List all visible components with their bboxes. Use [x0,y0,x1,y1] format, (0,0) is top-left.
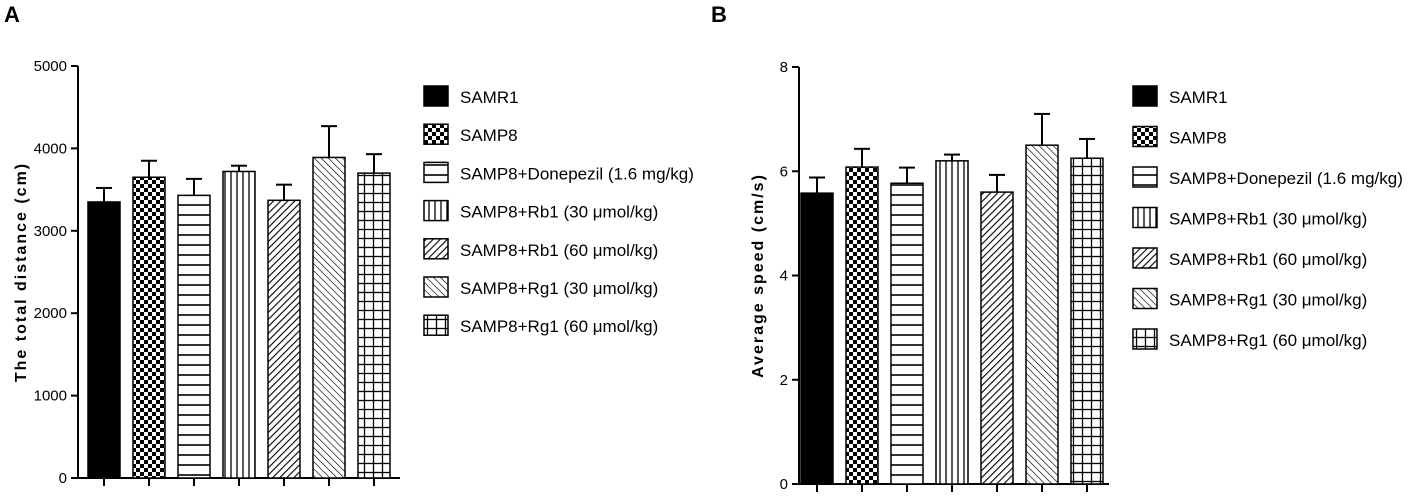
bar-samp8-rg1-60-mol-kg [357,172,391,479]
legend-swatch [423,161,449,184]
legend-item-samp8-rg1-30-mol-kg: SAMP8+Rg1 (30 μmol/kg) [423,276,658,298]
bar-samp8-donepezil-1-6-mg-kg [890,182,924,485]
bar-samp8-donepezil-1-6-mg-kg [177,194,211,479]
legend-label: SAMP8+Rb1 (30 μmol/kg) [1169,210,1367,229]
legend-swatch [1132,206,1158,229]
legend-swatch [423,276,449,298]
legend-item-samp8-rb1-60-mol-kg: SAMP8+Rb1 (60 μmol/kg) [1132,247,1367,269]
legend-swatch [1132,125,1158,148]
bar-samp8-rb1-30-mol-kg [222,170,256,479]
legend-swatch [423,85,449,107]
bar-samp8-rb1-60-mol-kg [980,191,1014,485]
y-tick-label: 8 [780,59,788,76]
legend-label: SAMP8 [1169,129,1227,148]
bar-samp8 [845,166,879,485]
y-tick-label: 3000 [34,223,67,240]
legend-item-samp8: SAMP8 [1132,125,1227,148]
bar-samp8-rg1-30-mol-kg [1025,144,1059,485]
legend-swatch [423,199,449,222]
y-tick-label: 1000 [34,388,67,405]
legend-swatch [1132,328,1158,350]
bar-samp8-rg1-60-mol-kg [1070,157,1104,485]
legend-item-samp8-rb1-30-mol-kg: SAMP8+Rb1 (30 μmol/kg) [1132,206,1367,229]
y-tick-label: 6 [780,163,788,180]
legend-label: SAMP8+Donepezil (1.6 mg/kg) [460,164,694,183]
bar-samp8-rb1-30-mol-kg [935,160,969,485]
legend-label: SAMP8+Rb1 (60 μmol/kg) [460,241,658,260]
panel-letter-a: A [4,2,20,27]
chart-panel-b: B 0 2 4 6 8 Average speed (cm/s) SAMR1 SAMP8 SAM… [709,0,1419,502]
panel-letter-b: B [711,2,727,27]
legend-swatch [423,314,449,336]
legend-label: SAMP8 [460,126,518,145]
y-tick-label: 0 [59,470,67,487]
y-axis-title: Average speed (cm/s) [750,173,767,378]
chart-b-svg: 0 2 4 6 8 Average speed (cm/s) SAMR1 SAMP8 SAMP8… [750,59,1403,493]
legend-label: SAMP8+Rg1 (60 μmol/kg) [1169,331,1367,350]
legend-swatch [1132,287,1158,310]
legend-label: SAMP8+Rb1 (30 μmol/kg) [460,203,658,222]
legend-swatch [423,123,449,145]
legend-item-samr1: SAMR1 [423,85,519,107]
y-axis-title: The total distance (cm) [13,162,30,382]
bar-samp8-rb1-60-mol-kg [267,199,301,479]
legend-label: SAMP8+Rg1 (60 μmol/kg) [460,317,658,336]
legend-label: SAMR1 [1169,88,1228,107]
legend-item-samp8-rg1-30-mol-kg: SAMP8+Rg1 (30 μmol/kg) [1132,287,1367,310]
legend-label: SAMP8+Rb1 (60 μmol/kg) [1169,250,1367,269]
y-tick-label: 4 [780,268,788,285]
legend-item-samp8-donepezil-1-6-mg-kg: SAMP8+Donepezil (1.6 mg/kg) [1132,166,1403,188]
legend-swatch [1132,85,1158,107]
y-tick-label: 2000 [34,305,67,322]
chart-panel-a: A 0 1000 2000 3000 4000 5000 The total distanc… [0,0,709,502]
chart-a-svg: 0 1000 2000 3000 4000 5000 The total distance … [13,58,694,487]
bar-samr1 [87,201,121,479]
y-tick-label: 2 [780,372,788,389]
legend-item-samp8-rb1-30-mol-kg: SAMP8+Rb1 (30 μmol/kg) [423,199,658,222]
legend-label: SAMR1 [460,88,519,107]
bar-samp8-rg1-30-mol-kg [312,156,346,479]
legend-item-samp8-rg1-60-mol-kg: SAMP8+Rg1 (60 μmol/kg) [1132,328,1367,350]
legend-label: SAMP8+Donepezil (1.6 mg/kg) [1169,169,1403,188]
legend-item-samp8-rg1-60-mol-kg: SAMP8+Rg1 (60 μmol/kg) [423,314,658,336]
legend-swatch [423,238,449,260]
legend-item-samp8: SAMP8 [423,123,518,145]
legend-item-samr1: SAMR1 [1132,85,1228,107]
y-tick-label: 5000 [34,58,67,75]
legend-label: SAMP8+Rg1 (30 μmol/kg) [1169,291,1367,310]
bar-samp8 [132,176,166,479]
legend-item-samp8-donepezil-1-6-mg-kg: SAMP8+Donepezil (1.6 mg/kg) [423,161,694,184]
y-tick-label: 4000 [34,140,67,157]
bar-samr1 [800,192,834,485]
legend-swatch [1132,247,1158,269]
legend-label: SAMP8+Rg1 (30 μmol/kg) [460,279,658,298]
legend-swatch [1132,166,1158,188]
legend-item-samp8-rb1-60-mol-kg: SAMP8+Rb1 (60 μmol/kg) [423,238,658,260]
y-tick-label: 0 [780,476,788,493]
